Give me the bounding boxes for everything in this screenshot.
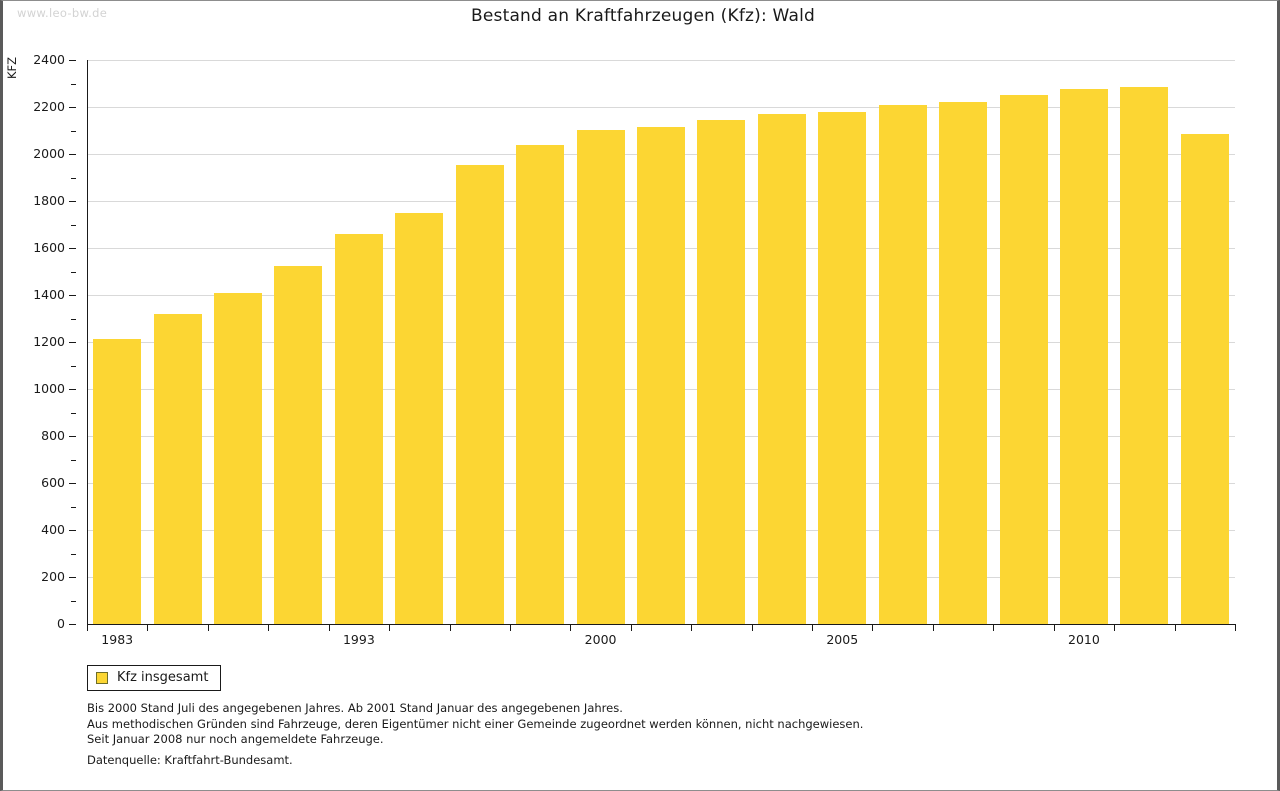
x-tick — [993, 625, 995, 631]
y-tick-label: 1200 — [33, 334, 65, 349]
watermark: www.leo-bw.de — [17, 6, 108, 20]
y-tick-major — [69, 483, 76, 484]
x-tick — [1053, 625, 1055, 631]
y-tick-minor — [71, 600, 76, 602]
plot-area — [87, 60, 1235, 624]
x-tick — [932, 625, 934, 631]
y-tick-label: 2400 — [33, 52, 65, 67]
x-tick — [1235, 625, 1236, 631]
y-tick-label: 0 — [57, 616, 65, 631]
x-axis-line — [87, 624, 1236, 625]
source-line: Datenquelle: Kraftfahrt-Bundesamt. — [87, 753, 293, 767]
y-tick-label: 200 — [41, 569, 65, 584]
gridline — [87, 107, 1235, 108]
y-tick-major — [69, 60, 76, 61]
x-tick — [812, 625, 814, 631]
y-tick-major — [69, 295, 76, 296]
y-tick-major — [69, 624, 76, 625]
x-tick — [630, 625, 632, 631]
y-tick-label: 1800 — [33, 193, 65, 208]
x-tick-label: 1993 — [342, 632, 375, 647]
y-tick-major — [69, 201, 76, 202]
y-tick-minor — [71, 365, 76, 367]
bar[interactable] — [1180, 133, 1229, 624]
bar[interactable] — [818, 111, 867, 624]
x-tick — [207, 625, 209, 631]
y-tick-minor — [71, 177, 76, 179]
x-tick — [389, 625, 391, 631]
y-tick-minor — [71, 459, 76, 461]
y-tick-label: 2200 — [33, 99, 65, 114]
y-tick-label: 1600 — [33, 240, 65, 255]
y-tick-major — [69, 436, 76, 437]
y-tick-minor — [71, 271, 76, 273]
y-tick-minor — [71, 553, 76, 555]
bar[interactable] — [636, 126, 685, 624]
x-tick-label: 2005 — [826, 632, 859, 647]
legend-label-kfz-insgesamt: Kfz insgesamt — [117, 670, 209, 685]
y-tick-major — [69, 577, 76, 578]
x-tick — [268, 625, 270, 631]
y-tick-major — [69, 248, 76, 249]
legend[interactable]: Kfz insgesamt — [87, 665, 222, 691]
y-tick-minor — [71, 130, 76, 132]
bar[interactable] — [274, 266, 323, 624]
legend-swatch-kfz-insgesamt — [96, 671, 108, 684]
gridline — [87, 60, 1235, 61]
bar[interactable] — [516, 145, 565, 624]
y-axis-labels: 0 200 400 600 800 1000 1200 1400 1600 1800 2000 220… — [3, 52, 76, 631]
y-axis-line — [87, 60, 88, 625]
x-tick — [1174, 625, 1176, 631]
bar[interactable] — [576, 130, 625, 624]
bar[interactable] — [999, 95, 1048, 624]
x-tick — [147, 625, 149, 631]
bar[interactable] — [757, 113, 806, 624]
y-tick-label: 1400 — [33, 287, 65, 302]
y-tick-major — [69, 530, 76, 531]
y-tick-label: 800 — [41, 428, 65, 443]
bar[interactable] — [334, 233, 383, 624]
bar[interactable] — [455, 164, 504, 624]
y-tick-label: 600 — [41, 475, 65, 490]
y-tick-major — [69, 389, 76, 390]
x-tick — [1114, 625, 1116, 631]
x-tick — [328, 625, 330, 631]
footnote-line: Aus methodischen Gründen sind Fahrzeuge,… — [87, 716, 864, 731]
y-tick-major — [69, 342, 76, 343]
y-tick-minor — [71, 83, 76, 85]
x-tick-label: 2010 — [1068, 632, 1100, 647]
x-tick — [751, 625, 753, 631]
footnotes: Bis 2000 Stand Juli des angegebenen Jahr… — [87, 701, 1187, 748]
x-tick-label: 1983 — [101, 632, 134, 647]
y-tick-major — [69, 107, 76, 108]
x-tick-label: 2000 — [584, 632, 617, 647]
x-tick — [449, 625, 451, 631]
y-tick-label: 2000 — [33, 146, 65, 161]
x-tick — [691, 625, 693, 631]
y-tick-label: 400 — [41, 522, 65, 537]
footnote-line: Seit Januar 2008 nur noch angemeldete Fa… — [87, 732, 384, 746]
y-tick-minor — [71, 318, 76, 320]
y-tick-minor — [71, 412, 76, 414]
bar[interactable] — [93, 338, 142, 624]
x-tick — [872, 625, 874, 631]
bar[interactable] — [697, 119, 746, 624]
x-tick — [87, 625, 88, 631]
x-tick — [509, 625, 511, 631]
y-tick-label: 1000 — [33, 381, 65, 396]
bar[interactable] — [878, 104, 927, 624]
y-tick-minor — [71, 224, 76, 226]
y-tick-major — [69, 154, 76, 155]
page-title: Bestand an Kraftfahrzeugen (Kfz): Wald — [471, 6, 815, 26]
bar[interactable] — [395, 212, 444, 624]
y-tick-minor — [71, 506, 76, 508]
x-tick — [570, 625, 572, 631]
bar[interactable] — [153, 313, 202, 624]
bar[interactable] — [1059, 88, 1108, 624]
bar[interactable] — [1120, 87, 1169, 624]
footnote-line: Bis 2000 Stand Juli des angegebenen Jahr… — [87, 701, 623, 715]
bar[interactable] — [214, 293, 263, 624]
bar[interactable] — [939, 101, 988, 624]
